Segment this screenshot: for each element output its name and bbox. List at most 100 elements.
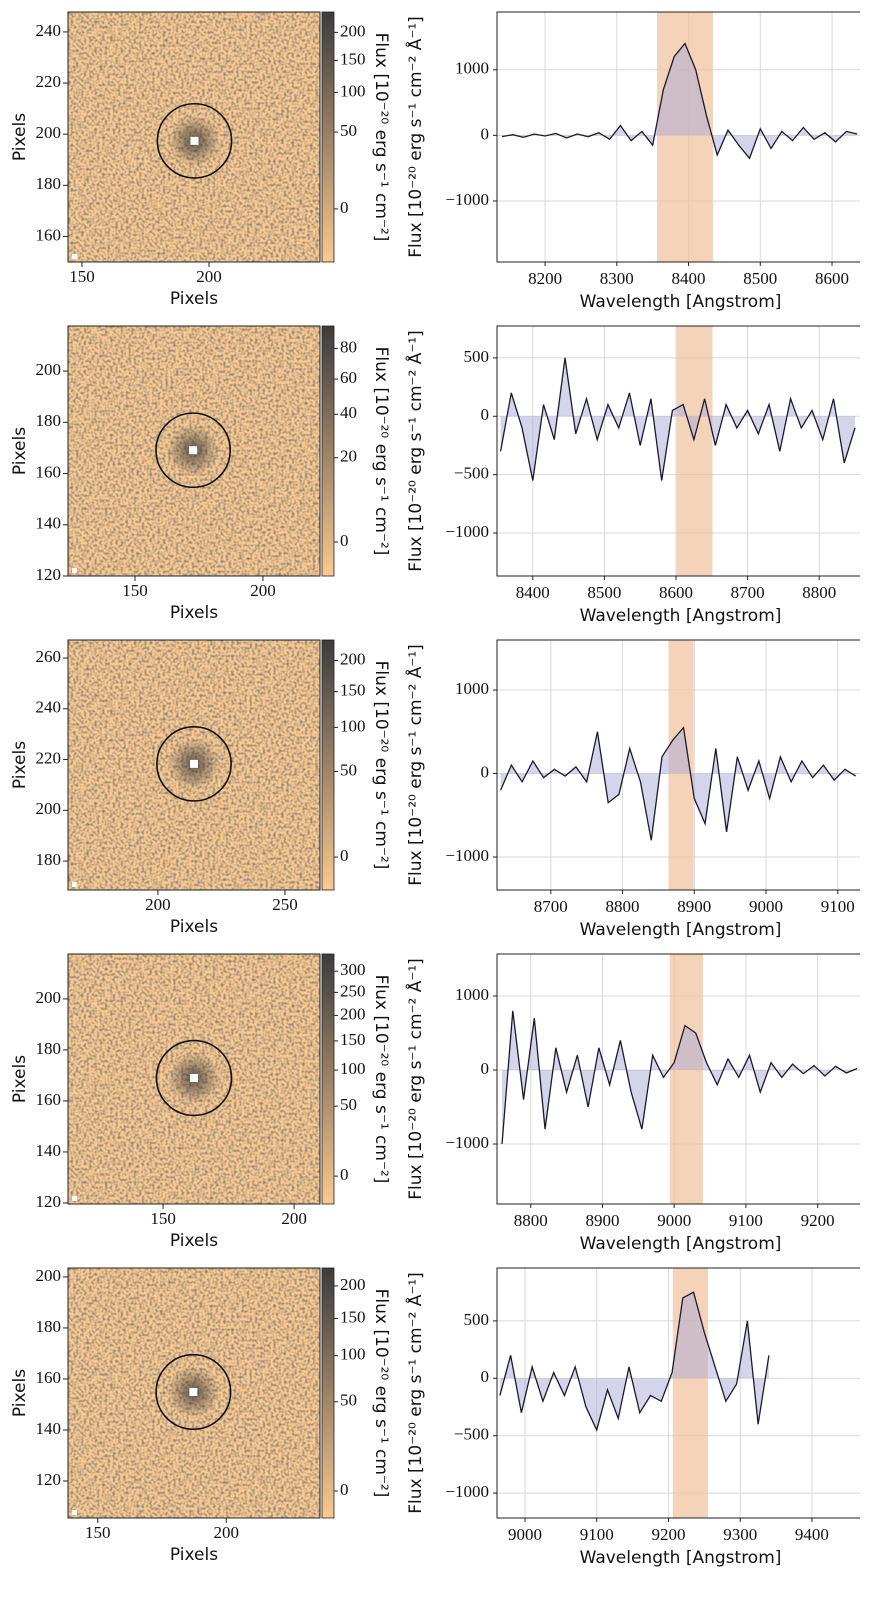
corner-marker (72, 254, 77, 259)
colorbar (321, 639, 335, 891)
colorbar-tick-label: 300 (340, 960, 366, 979)
center-marker (189, 446, 198, 455)
colorbar-tick-label: 200 (340, 1004, 366, 1023)
frame (67, 11, 321, 263)
frame (67, 953, 321, 1205)
area-fill (500, 727, 856, 841)
x-tick-label: 150 (122, 581, 148, 600)
y-axis-label: Pixels (10, 1055, 30, 1103)
area-fill (500, 357, 855, 481)
y-tick-label: 200 (36, 988, 62, 1007)
colorbar-tick-label: 100 (340, 1345, 366, 1364)
y-tick-label: 160 (36, 1090, 62, 1109)
colorbar-tick-label: 250 (340, 981, 366, 1000)
colorbar-tick-label: 0 (340, 531, 349, 550)
colorbar-tick-label: 50 (340, 760, 357, 779)
x-axis-label: Wavelength [Angstrom] (580, 292, 782, 312)
y-tick-label: 200 (36, 1266, 62, 1285)
aperture (155, 1039, 233, 1117)
spectrum-line (501, 42, 858, 160)
x-tick-label: 200 (213, 1523, 239, 1542)
y-tick-label: 220 (36, 72, 62, 91)
x-axis-label: Pixels (170, 917, 218, 937)
corner-marker (72, 882, 77, 887)
y-tick-label: 0 (481, 405, 490, 424)
x-axis-label: Pixels (170, 1545, 218, 1565)
x-axis-label: Pixels (170, 603, 218, 623)
frame (67, 1267, 321, 1519)
colorbar-tick-label: 150 (340, 1030, 366, 1049)
corner-marker (72, 568, 77, 573)
y-tick-label: 180 (36, 411, 62, 430)
y-tick-label: −1000 (445, 846, 489, 865)
colorbar-tick-label: 150 (340, 681, 366, 700)
colorbar-tick-label: 100 (340, 81, 366, 100)
x-tick-label: 8600 (659, 583, 693, 602)
aperture (155, 1353, 232, 1431)
spectrum-line (501, 1010, 858, 1145)
colorbar-tick-label: 200 (340, 649, 366, 668)
y-tick-label: 1000 (455, 679, 489, 698)
y-tick-label: −1000 (445, 190, 489, 209)
colorbar-tick-label: 150 (340, 49, 366, 68)
y-axis-label: Flux [10⁻²⁰ erg s⁻¹ cm⁻² Å⁻¹] (404, 1272, 426, 1514)
y-tick-label: 0 (481, 1367, 490, 1386)
y-tick-label: 180 (36, 1317, 62, 1336)
plot-area (497, 12, 860, 262)
center-marker (190, 1073, 198, 1082)
y-tick-label: 160 (36, 225, 62, 244)
colorbar-tick-label: 0 (340, 198, 349, 217)
plot-area (497, 1268, 860, 1518)
plot-area (497, 326, 860, 576)
emission-band (676, 326, 713, 576)
y-tick-label: 120 (36, 1470, 62, 1489)
y-tick-label: −500 (454, 464, 489, 483)
x-tick-label: 200 (145, 895, 171, 914)
colorbar-tick-label: 100 (340, 716, 366, 735)
colorbar (321, 953, 335, 1205)
x-tick-label: 8500 (587, 583, 621, 602)
y-tick-label: 120 (36, 1192, 62, 1211)
x-tick-label: 200 (196, 267, 222, 286)
x-tick-label: 9000 (749, 897, 783, 916)
colorbar (321, 325, 335, 577)
colorbar-tick-label: 50 (340, 1391, 357, 1410)
colorbar-label: Flux [10⁻²⁰ erg s⁻¹ cm⁻²] (371, 1289, 391, 1498)
colorbar-tick-label: 0 (340, 1165, 349, 1184)
y-tick-label: −1000 (445, 1133, 489, 1152)
frame (496, 11, 860, 263)
x-tick-label: 200 (281, 1209, 307, 1228)
colorbar-tick-label: 0 (340, 846, 349, 865)
x-axis-label: Wavelength [Angstrom] (580, 920, 782, 940)
center-marker (190, 759, 198, 768)
corner-marker (72, 1510, 77, 1515)
y-tick-label: 260 (36, 647, 62, 666)
x-tick-label: 9000 (657, 1211, 691, 1230)
frame (496, 953, 860, 1205)
y-axis-label: Flux [10⁻²⁰ erg s⁻¹ cm⁻² Å⁻¹] (404, 16, 426, 258)
y-tick-label: 0 (481, 1059, 490, 1078)
x-tick-label: 9400 (795, 1525, 829, 1544)
y-tick-label: 180 (36, 850, 62, 869)
colorbar-tick-label: 80 (340, 337, 357, 356)
y-tick-label: 500 (464, 1310, 490, 1329)
x-tick-label: 9100 (580, 1525, 614, 1544)
y-tick-label: 240 (36, 698, 62, 717)
y-tick-label: 0 (481, 124, 490, 143)
x-tick-label: 8800 (606, 897, 640, 916)
colorbar-tick-label: 20 (340, 447, 357, 466)
emission-band (669, 954, 703, 1204)
x-tick-label: 200 (250, 581, 276, 600)
corner-marker (72, 1196, 77, 1201)
y-tick-label: 180 (36, 1039, 62, 1058)
frame (67, 325, 321, 577)
x-tick-label: 8300 (600, 269, 634, 288)
x-tick-label: 8500 (743, 269, 777, 288)
x-tick-label: 250 (272, 895, 298, 914)
colorbar-tick-label: 50 (340, 121, 357, 140)
x-tick-label: 9100 (821, 897, 855, 916)
x-tick-label: 9200 (651, 1525, 685, 1544)
colorbar-tick-label: 60 (340, 368, 357, 387)
y-tick-label: 500 (464, 347, 490, 366)
frame (67, 639, 321, 891)
